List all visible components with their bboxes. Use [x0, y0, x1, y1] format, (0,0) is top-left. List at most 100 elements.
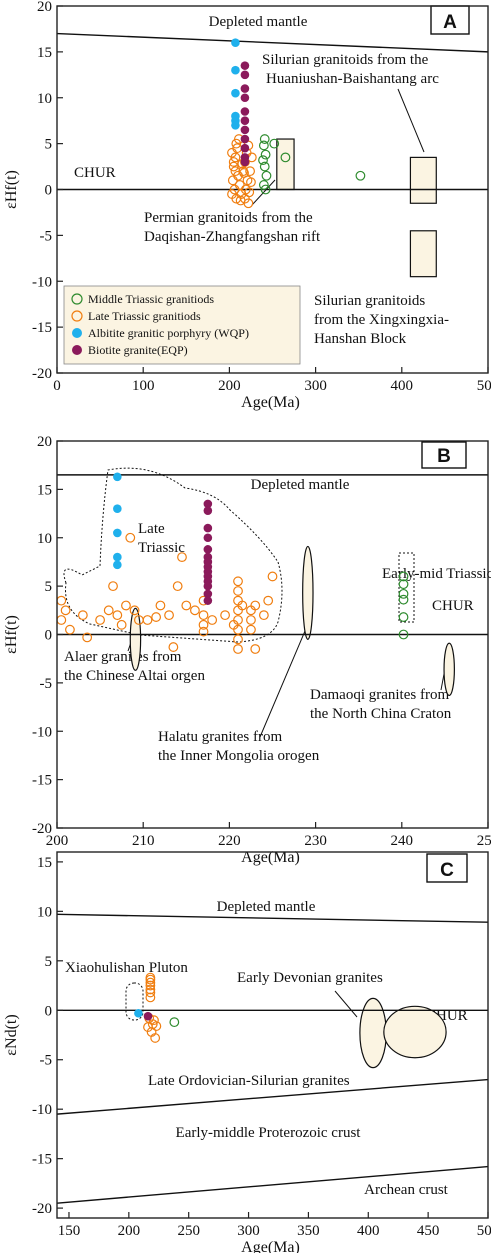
svg-text:B: B [437, 446, 451, 467]
a-chur-label: CHUR [74, 165, 116, 181]
a-silurian-arc-line1: Silurian granitoids from the [262, 52, 429, 68]
a-point-late-triassic-granitiods-23 [239, 168, 249, 178]
a-point-late-triassic-granitiods-18 [240, 184, 251, 195]
c-point-late-triassic-granitiods-3 [145, 980, 156, 991]
b-point-albitite-granitic-porphyry-wqp-0 [113, 472, 122, 482]
c-point-late-triassic-granitiods-11 [143, 1022, 153, 1032]
b-point-late-triassic-granitiods-28 [207, 615, 218, 625]
b-chur-label: CHUR [432, 598, 474, 614]
c-ytick-label-15: 15 [37, 855, 52, 871]
b-point-late-triassic-granitiods-7 [103, 605, 114, 616]
b-point-late-triassic-granitiods-12 [125, 532, 136, 543]
b-xtick-label-230: 230 [304, 833, 327, 849]
c-xtick-label-450: 450 [417, 1223, 440, 1239]
a-silurian-arc-line2: Huaniushan-Baishantang arc [266, 71, 439, 87]
c-region-1 [383, 1005, 447, 1059]
a-point-middle-triassic-granitiods-5 [261, 170, 272, 181]
a-point-middle-triassic-granitiods-0 [259, 134, 270, 144]
a-xtick-label-0: 0 [53, 378, 61, 394]
a-point-albitite-granitic-porphyry-wqp-2 [231, 88, 240, 98]
b-point-late-triassic-granitiods-4 [77, 610, 88, 621]
c-point-late-triassic-granitiods-5 [145, 987, 156, 998]
b-point-albitite-granitic-porphyry-wqp-4 [113, 560, 122, 570]
a-point-biotite-granite-eqp-5 [240, 116, 250, 125]
c-depleted-label: Depleted mantle [217, 899, 316, 915]
b-point-late-triassic-granitiods-41 [246, 615, 256, 625]
b-point-late-triassic-granitiods-25 [198, 610, 209, 621]
c-ytick-label-5: 5 [45, 954, 53, 970]
b-ytick-label--10: -10 [32, 724, 52, 740]
legend-wqp-marker [72, 328, 82, 338]
b-late-triassic-line1: Late [138, 521, 165, 537]
c-ytick-label--20: -20 [32, 1201, 52, 1217]
c-ylabel: εNd(t) [3, 1014, 20, 1055]
a-ytick-label--10: -10 [32, 274, 52, 290]
b-point-late-triassic-granitiods-44 [250, 600, 261, 611]
b-point-late-triassic-granitiods-37 [233, 634, 243, 645]
b-point-biotite-granite-eqp-11 [203, 581, 213, 591]
panel-c-plot: 150 200 250 300 350 400 450 500 15 10 5 0 -5 -10 -15 -2… [3, 851, 491, 1253]
c-point-late-triassic-granitiods-13 [150, 1033, 161, 1043]
a-xtick-label-400: 400 [391, 378, 414, 394]
b-point-middle-triassic-granitiods-2 [398, 588, 409, 599]
b-point-late-triassic-granitiods-5 [82, 632, 93, 643]
a-ytick-label-15: 15 [37, 45, 52, 61]
b-point-late-triassic-granitiods-23 [190, 605, 200, 616]
panel-b-plot: 200 210 220 230 240 250 20 15 10 5 0 -5 -10 -15 -20 Age… [3, 434, 491, 866]
b-point-biotite-granite-eqp-12 [203, 589, 213, 599]
b-point-middle-triassic-granitiods-5 [398, 629, 409, 640]
a-permian-line1: Permian granitoids from the [144, 210, 313, 226]
b-point-late-triassic-granitiods-13 [129, 605, 140, 616]
a-line-depleted-mantle [56, 32, 489, 53]
b-point-biotite-granite-eqp-4 [203, 545, 213, 554]
b-point-late-triassic-granitiods-39 [237, 600, 248, 611]
a-ytick-label--20: -20 [32, 366, 52, 382]
a-permian-line2: Daqishan-Zhangfangshan rift [144, 229, 321, 245]
c-line-archean-crust [56, 1165, 489, 1204]
b-point-middle-triassic-granitiods-3 [398, 594, 409, 605]
a-ylabel: εHf(t) [3, 170, 20, 209]
b-point-late-triassic-granitiods-43 [250, 644, 261, 654]
b-point-late-triassic-granitiods-42 [246, 624, 256, 635]
legend-middle-triassic: Middle Triassic granitiods [88, 292, 214, 306]
b-point-late-triassic-granitiods-15 [142, 615, 153, 625]
b-damaoqi-line2: the North China Craton [310, 706, 452, 722]
b-halatu-line1: Halatu granites from [158, 729, 282, 745]
legend-late-triassic-marker [71, 310, 83, 322]
b-ytick-label-15: 15 [37, 482, 52, 498]
a-point-late-triassic-granitiods-10 [234, 180, 245, 190]
legend-middle-triassic-marker [71, 293, 83, 305]
b-halatu-line2: the Inner Mongolia orogen [158, 748, 320, 764]
legend-eqp: Biotite granite(EQP) [88, 343, 188, 357]
c-xiaohulishan-box [125, 982, 144, 1021]
b-point-late-triassic-granitiods-1 [60, 605, 71, 616]
a-point-late-triassic-granitiods-20 [245, 166, 255, 177]
a-point-middle-triassic-granitiods-3 [258, 155, 268, 166]
a-ytick-label-5: 5 [45, 137, 53, 153]
b-point-middle-triassic-granitiods-4 [398, 612, 409, 622]
c-frame [56, 851, 489, 1219]
a-point-late-triassic-granitiods-7 [228, 161, 239, 172]
a-silurian-block-line2: from the Xingxingxia- [314, 312, 449, 328]
b-point-late-triassic-granitiods-21 [177, 552, 187, 562]
a-point-middle-triassic-granitiods-1 [258, 140, 269, 151]
c-ytick-label--10: -10 [32, 1102, 52, 1118]
b-damaoqi-line1: Damaoqi granites from [310, 687, 449, 703]
b-point-late-triassic-granitiods-46 [263, 595, 274, 606]
a-region-1 [409, 156, 437, 204]
b-point-late-triassic-granitiods-29 [220, 610, 230, 621]
c-point-late-triassic-granitiods-1 [145, 974, 156, 985]
b-point-biotite-granite-eqp-3 [203, 533, 213, 543]
a-point-late-triassic-granitiods-28 [240, 193, 250, 204]
a-ytick-label-10: 10 [37, 91, 52, 107]
c-ytick-label-0: 0 [45, 1003, 53, 1019]
c-xtick-label-300: 300 [237, 1223, 260, 1239]
a-xtick-label-200: 200 [218, 378, 241, 394]
legend-wqp: Albitite granitic porphyry (WQP) [88, 326, 249, 340]
c-devonian-leader [334, 990, 358, 1018]
a-point-biotite-granite-eqp-4 [240, 107, 250, 116]
b-point-biotite-granite-eqp-0 [203, 499, 213, 509]
b-xtick-label-250: 250 [477, 833, 491, 849]
b-point-late-triassic-granitiods-22 [181, 600, 192, 611]
b-point-biotite-granite-eqp-13 [203, 596, 213, 605]
